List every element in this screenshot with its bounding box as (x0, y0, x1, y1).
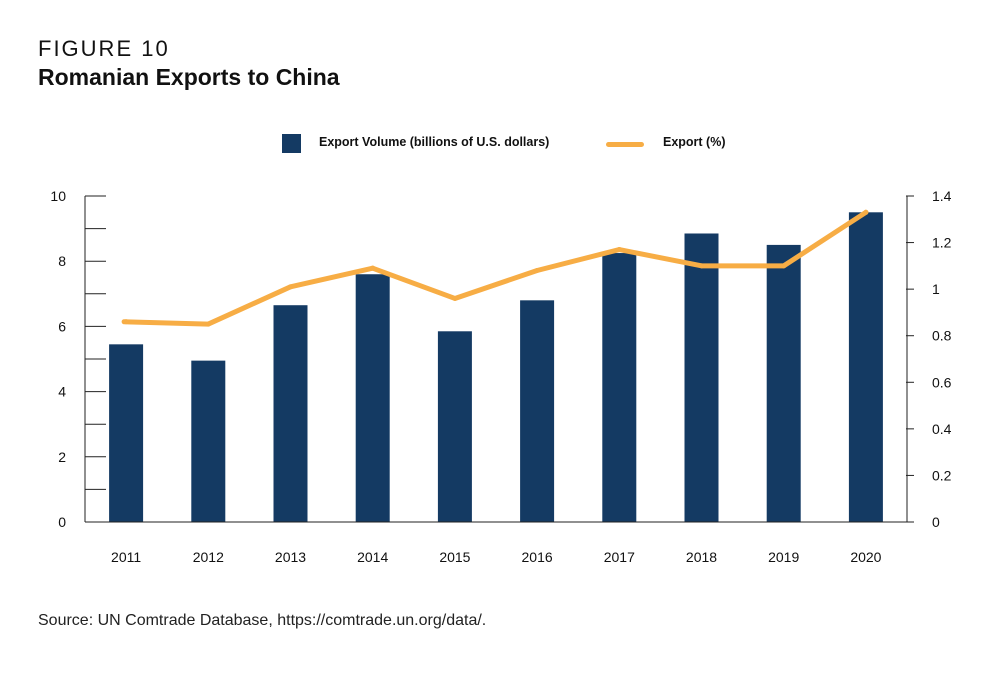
line-point-2014 (370, 265, 376, 271)
bar-2015 (437, 331, 472, 522)
left-tick-label-0: 0 (58, 514, 66, 530)
line-point-2017 (616, 247, 622, 253)
x-tick-label-2018: 2018 (686, 549, 717, 565)
x-tick-label-2014: 2014 (357, 549, 388, 565)
line-point-2012 (205, 321, 211, 327)
left-tick-label-4: 4 (58, 384, 66, 400)
bar-2011 (109, 344, 144, 522)
legend: Export Volume (billions of U.S. dollars)… (0, 132, 1001, 156)
right-tick-label-1.2: 1.2 (932, 235, 952, 251)
x-tick-label-2012: 2012 (193, 549, 224, 565)
line-point-2020 (863, 209, 869, 215)
x-tick-label-2017: 2017 (604, 549, 635, 565)
bar-2019 (766, 244, 801, 522)
bar-2012 (191, 360, 226, 522)
legend-bar-swatch (282, 134, 301, 153)
x-tick-label-2019: 2019 (768, 549, 799, 565)
legend-line-swatch (606, 142, 644, 147)
x-tick-label-2013: 2013 (275, 549, 306, 565)
chart-title: Romanian Exports to China (38, 64, 340, 90)
bar-2016 (520, 300, 555, 522)
line-point-2018 (699, 263, 704, 269)
x-tick-label-2011: 2011 (111, 549, 141, 565)
right-tick-label-1: 1 (932, 281, 940, 297)
line-point-2011 (123, 319, 129, 325)
x-tick-label-2020: 2020 (850, 549, 881, 565)
right-tick-label-0: 0 (932, 514, 940, 530)
x-tick-label-2015: 2015 (439, 549, 470, 565)
right-tick-label-0.2: 0.2 (932, 467, 952, 483)
legend-line-label: Export (%) (663, 135, 726, 149)
bar-2014 (355, 274, 390, 522)
bar-2017 (602, 253, 637, 523)
line-point-2016 (534, 268, 540, 274)
right-tick-label-0.4: 0.4 (932, 421, 952, 437)
source-note: Source: UN Comtrade Database, https://co… (38, 612, 487, 629)
left-tick-label-10: 10 (50, 188, 66, 204)
bar-2018 (684, 233, 719, 523)
right-tick-label-1.4: 1.4 (932, 188, 952, 204)
left-tick-label-8: 8 (58, 253, 66, 269)
bar-2020 (848, 212, 883, 523)
legend-bar-label: Export Volume (billions of U.S. dollars) (319, 135, 550, 149)
line-series-export-pct (121, 209, 869, 327)
right-tick-label-0.6: 0.6 (932, 374, 952, 390)
line-point-2013 (288, 284, 293, 290)
bar-2013 (273, 305, 308, 522)
figure-label: FIGURE 10 (38, 36, 170, 61)
line-point-2019 (781, 263, 787, 269)
x-tick-label-2016: 2016 (522, 549, 553, 565)
right-tick-label-0.8: 0.8 (932, 328, 952, 344)
left-tick-label-2: 2 (58, 449, 66, 465)
line-point-2015 (452, 295, 458, 301)
left-tick-label-6: 6 (58, 318, 66, 334)
